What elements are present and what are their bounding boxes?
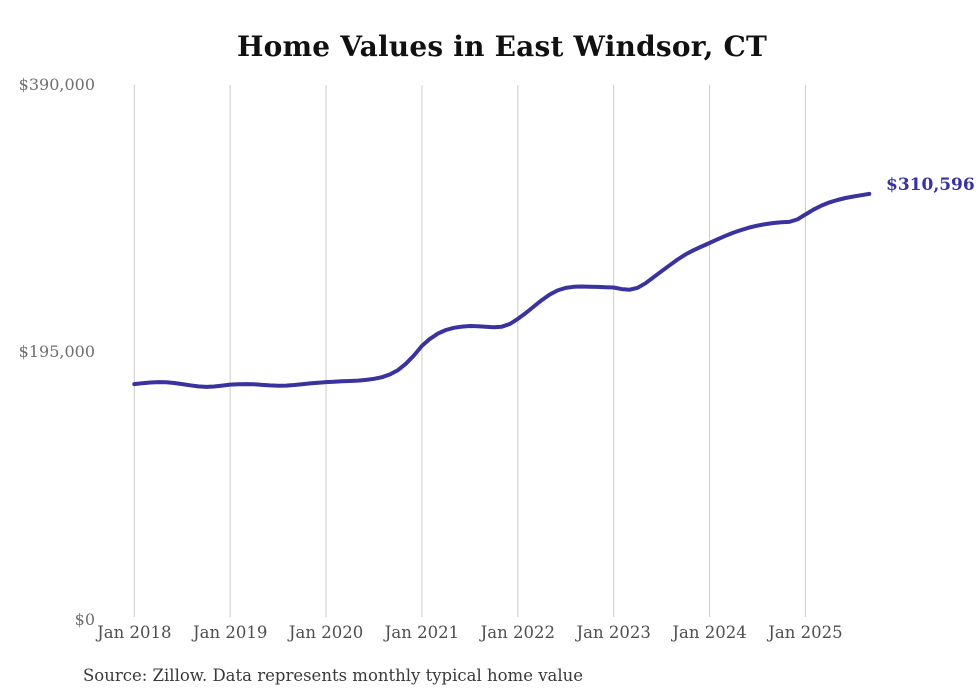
source-note: Source: Zillow. Data represents monthly … <box>83 666 584 685</box>
y-tick-label: $195,000 <box>18 342 95 361</box>
chart-title: Home Values in East Windsor, CT <box>236 30 768 63</box>
y-tick-label: $390,000 <box>18 75 95 94</box>
current-value-label: $310,596 <box>886 175 975 195</box>
home-value-line <box>132 191 872 389</box>
y-tick-label: $0 <box>74 610 95 629</box>
